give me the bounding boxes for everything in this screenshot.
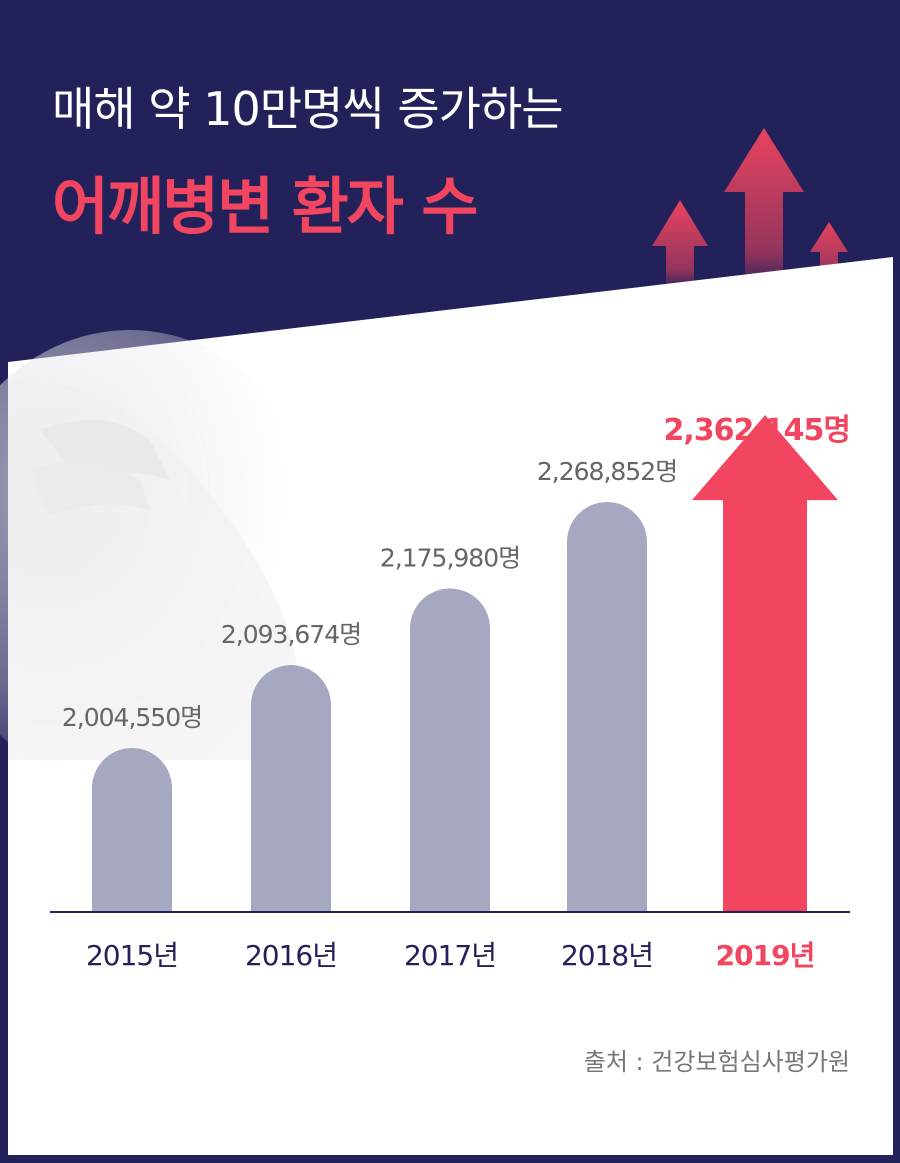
shoulder-hand-icon: [0, 330, 330, 790]
bar-chart: 2,004,550명 2015년 2,093,674명 2016년 2,175,980명…: [62, 413, 851, 972]
x-tick-label: 2016년: [245, 939, 337, 972]
bar-arrow-2019년: [692, 415, 838, 912]
x-tick-label: 2019년: [716, 939, 815, 972]
bar-2016년: [251, 665, 331, 912]
data-label-highlight: 2,362,145명: [663, 413, 850, 448]
bar-2017년: [410, 588, 490, 912]
bar-2015년: [92, 748, 172, 912]
x-tick-label: 2017년: [404, 939, 496, 972]
decorative-arrows-icon: [652, 128, 848, 292]
data-label: 2,093,674명: [221, 620, 361, 649]
title-line2: 어깨병변 환자 수: [52, 170, 476, 243]
title-line1: 매해 약 10만명씩 증가하는: [52, 82, 563, 136]
data-label: 2,175,980명: [380, 543, 520, 572]
data-label: 2,268,852명: [537, 457, 677, 486]
data-label: 2,004,550명: [62, 703, 202, 732]
bar-2018년: [567, 502, 647, 912]
x-tick-label: 2015년: [86, 939, 178, 972]
x-tick-label: 2018년: [561, 939, 653, 972]
source-text: 출처 : 건강보험심사평가원: [584, 1048, 850, 1076]
